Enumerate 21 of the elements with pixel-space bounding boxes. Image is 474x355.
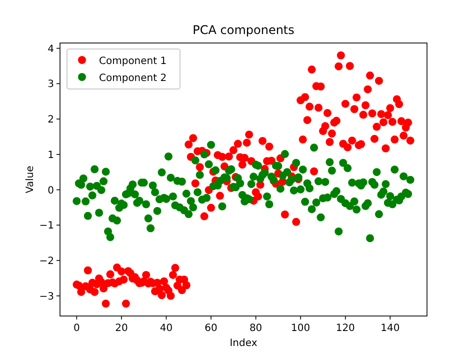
y-tick-label: 4 <box>48 44 54 55</box>
x-tick-label: 120 <box>336 323 355 334</box>
x-tick-label: 40 <box>160 323 173 334</box>
y-tick-label: 3 <box>48 79 54 90</box>
y-tick-label: 1 <box>48 150 54 161</box>
x-tick-label: 60 <box>204 323 218 334</box>
y-tick-label: −2 <box>39 256 54 267</box>
x-tick-label: 140 <box>380 323 400 334</box>
y-tick-label: −3 <box>39 291 54 302</box>
x-tick-label: 80 <box>249 323 262 334</box>
y-tick-label: 2 <box>48 114 54 126</box>
chart-title: PCA components <box>192 23 294 37</box>
y-tick-label: 0 <box>48 185 54 196</box>
x-axis-title: Index <box>230 338 258 349</box>
y-tick-label: −1 <box>39 220 54 232</box>
y-axis-title: Value <box>25 166 36 194</box>
legend-label: Component 2 <box>99 73 167 84</box>
x-tick-label: 100 <box>291 323 310 334</box>
x-tick-label: 0 <box>73 323 80 334</box>
x-tick-label: 20 <box>115 323 128 334</box>
legend-label: Component 1 <box>99 56 167 67</box>
